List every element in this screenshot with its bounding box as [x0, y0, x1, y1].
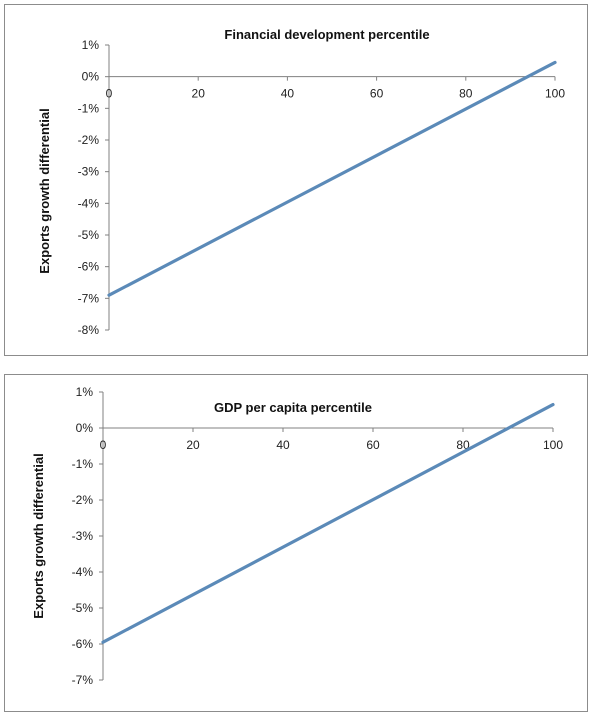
chart-title: GDP per capita percentile	[214, 400, 372, 415]
x-tick-label: 0	[106, 87, 113, 101]
y-tick-label: -2%	[72, 493, 94, 507]
chart-title: Financial development percentile	[224, 27, 429, 42]
x-tick-label: 100	[543, 438, 563, 452]
y-tick-label: 0%	[76, 421, 94, 435]
y-axis-label: Exports growth differential	[37, 108, 52, 273]
series-line	[101, 403, 555, 644]
series-line	[107, 60, 557, 297]
x-tick-label: 60	[366, 438, 380, 452]
x-tick-label: 20	[192, 87, 206, 101]
y-tick-label: -8%	[78, 323, 100, 337]
x-tick-label: 40	[281, 87, 295, 101]
y-tick-label: -6%	[72, 637, 94, 651]
y-tick-label: 1%	[76, 385, 94, 399]
x-tick-label: 100	[545, 87, 565, 101]
x-tick-label: 0	[100, 438, 107, 452]
y-tick-label: -7%	[78, 291, 100, 305]
y-tick-label: -5%	[78, 228, 100, 242]
chart-financial-development: 1% 0% -1% -2% -3% -4% -5% -6% -7% -8% 0 20 40 60 80 100…	[37, 27, 565, 337]
x-tick-label: 40	[276, 438, 290, 452]
y-tick-label: -3%	[78, 165, 100, 179]
chart-gdp-per-capita: 1%0%-1%-2%-3%-4%-5%-6%-7%0 20 40 60 80 100GDP…	[31, 385, 563, 687]
y-tick-label: -4%	[72, 565, 94, 579]
y-tick-label: -1%	[72, 457, 94, 471]
y-tick-label: -2%	[78, 133, 100, 147]
y-tick-label: -1%	[78, 101, 100, 115]
chart-panel-gdp-per-capita: 1% 0% -1% -2% -3% -4% -5% -6% -7% 0 20 40 60 80 100 GDP…	[4, 374, 588, 712]
chart-panel-financial-development: 1% 0% -1% -2% -3% -4% -5% -6% -7% -8% 0 20 40 60 80 100…	[4, 4, 588, 356]
y-tick-label: -5%	[72, 601, 94, 615]
y-tick-label: -4%	[78, 196, 100, 210]
y-tick-label: -6%	[78, 260, 100, 274]
y-tick-label: 0%	[82, 70, 100, 84]
y-tick-label: -3%	[72, 529, 94, 543]
x-tick-label: 20	[186, 438, 200, 452]
y-tick-label: -7%	[72, 673, 94, 687]
x-tick-label: 60	[370, 87, 384, 101]
y-tick-label: 1%	[82, 38, 100, 52]
x-tick-label: 80	[459, 87, 473, 101]
y-axis-label: Exports growth differential	[31, 453, 46, 618]
